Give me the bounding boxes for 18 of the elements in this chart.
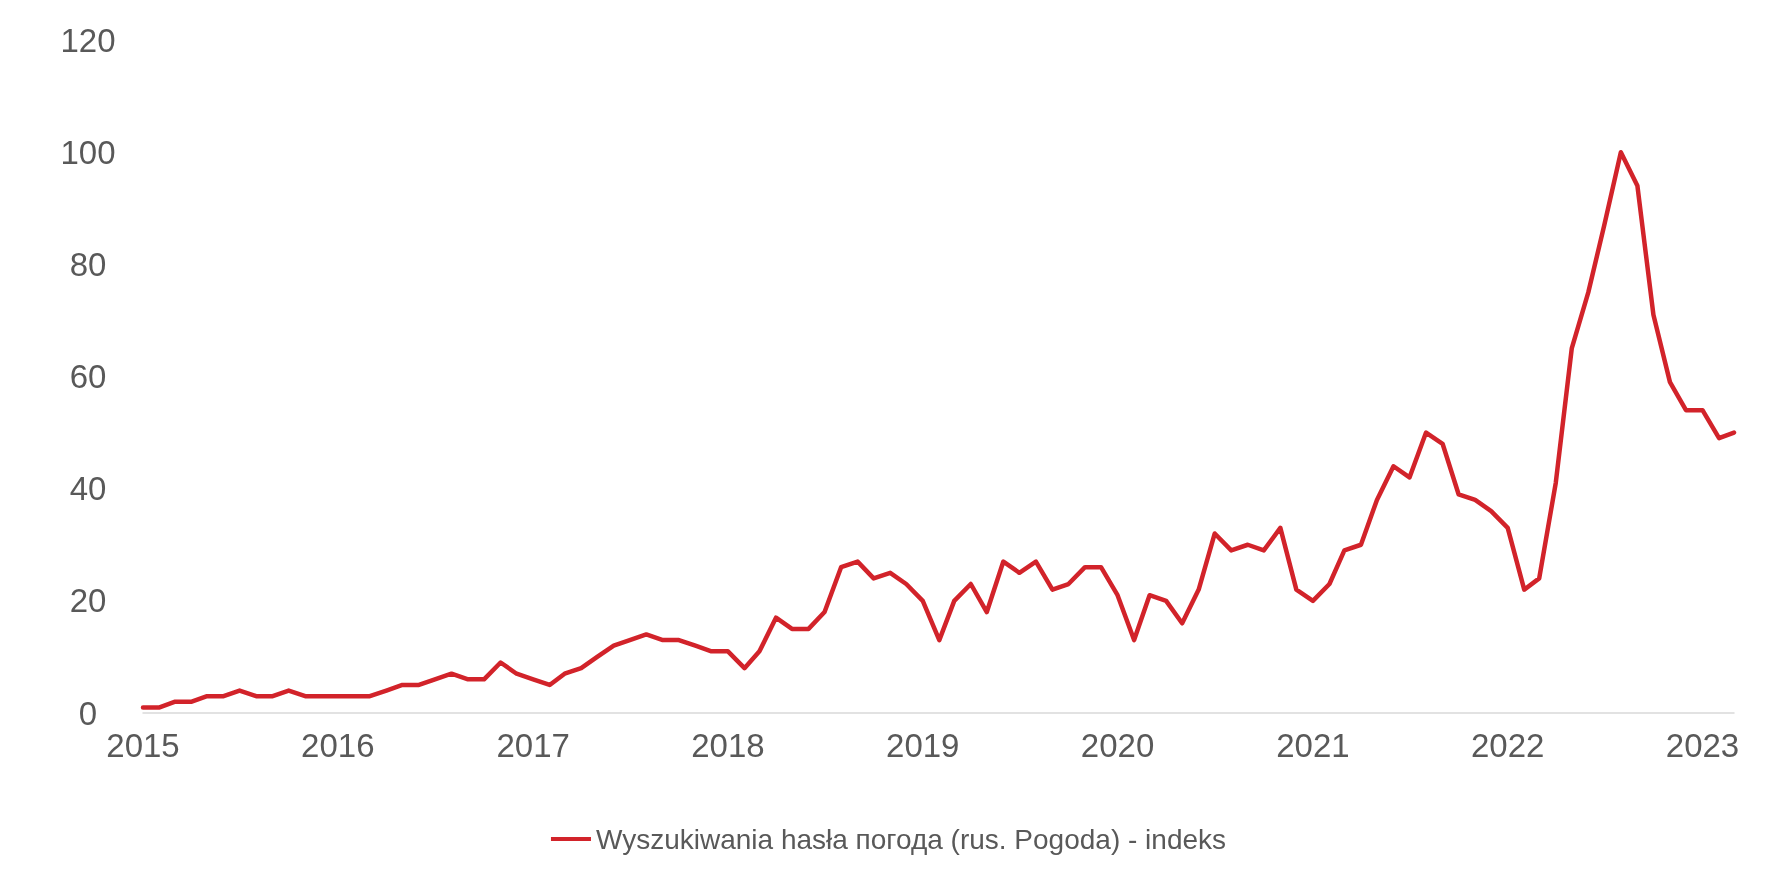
line-series: [140, 149, 1737, 710]
x-tick-label: 2022: [1470, 727, 1545, 764]
x-tick-label: 2015: [106, 727, 180, 764]
x-tick-label: 2019: [886, 727, 960, 764]
y-tick-label: 100: [60, 133, 116, 171]
y-tick-label: 80: [69, 245, 107, 283]
y-tick-label: 20: [69, 582, 107, 620]
x-tick-label: 2020: [1080, 727, 1155, 764]
x-tick-label: 2016: [301, 727, 375, 764]
x-tick-label: 2018: [691, 727, 765, 764]
y-tick-label: 0: [78, 694, 98, 732]
x-tick-label: 2017: [496, 727, 570, 764]
y-tick-label: 120: [60, 21, 116, 59]
y-tick-label: 60: [69, 358, 107, 395]
legend-label: Wyszukiwania hasła погода (rus. Pogoda) - indeks: [595, 823, 1227, 855]
x-tick-label: 2023: [1665, 727, 1740, 764]
x-tick-label: 2021: [1276, 727, 1350, 764]
y-tick-label: 40: [69, 470, 107, 508]
